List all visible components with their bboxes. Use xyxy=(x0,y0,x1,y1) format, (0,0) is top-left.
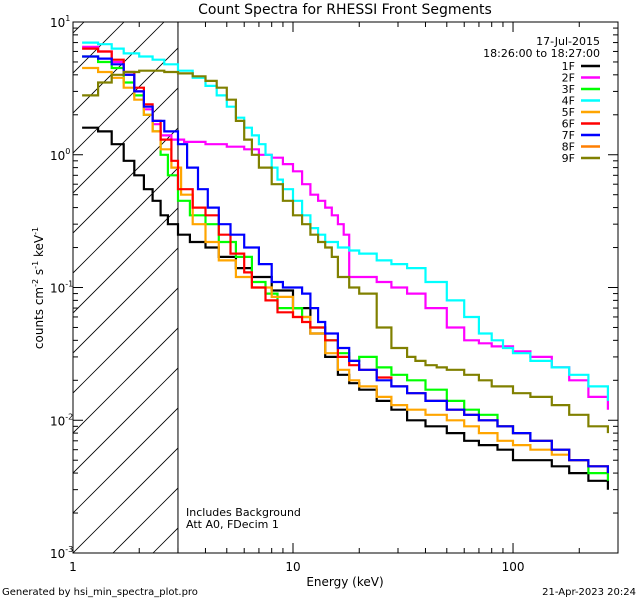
x-tick-label: 100 xyxy=(502,560,525,574)
plot-frame xyxy=(72,21,619,554)
y-tick-label: 10-2 xyxy=(50,412,73,428)
y-tick-label: 10-1 xyxy=(50,280,73,296)
legend-label-8f: 8F xyxy=(562,141,575,154)
y-tick-label: 100 xyxy=(50,147,70,163)
y-tick-label: 101 xyxy=(50,14,70,30)
series-line-2f xyxy=(82,45,609,410)
x-tick-labels: 1 10 100 xyxy=(69,560,524,574)
time-range-label: 18:26:00 to 18:27:00 xyxy=(483,47,600,60)
y-tick-labels: 101 100 10-1 10-2 10-3 xyxy=(50,14,73,561)
note-attenuator: Att A0, FDecim 1 xyxy=(186,518,279,531)
hatch-line xyxy=(73,367,178,474)
hatch-line xyxy=(73,22,85,34)
legend-label-3f: 3F xyxy=(562,83,575,96)
footer-timestamp: 21-Apr-2023 20:24 xyxy=(542,587,636,598)
y-tick-label: 10-3 xyxy=(50,545,73,561)
series-line-7f xyxy=(82,55,609,474)
date-label: 17-Jul-2015 xyxy=(536,35,600,48)
legend-label-2f: 2F xyxy=(562,72,575,85)
hatch-line xyxy=(73,247,178,354)
axis-ticks xyxy=(72,22,619,554)
attenuator-hatch-region xyxy=(0,0,178,553)
legend-label-6f: 6F xyxy=(562,118,575,131)
x-tick-label: 1 xyxy=(69,560,77,574)
hatch-line xyxy=(73,207,178,314)
legend-label-9f: 9F xyxy=(562,152,575,165)
hatch-line xyxy=(73,447,178,553)
y-axis-label: counts cm-2 s-1 keV-1 xyxy=(31,227,46,349)
hatch-line xyxy=(73,22,165,114)
footer-generated-by: Generated by hsi_min_spectra_plot.pro xyxy=(2,587,198,598)
series-line-1f xyxy=(82,126,609,490)
hatch-line xyxy=(73,167,178,274)
spectra-series xyxy=(82,41,609,490)
legend-label-1f: 1F xyxy=(562,60,575,73)
hatch-line xyxy=(73,47,178,154)
note-background: Includes Background xyxy=(186,506,301,519)
legend-label-7f: 7F xyxy=(562,129,575,142)
hatch-line xyxy=(0,0,33,553)
series-line-9f xyxy=(82,69,609,434)
series-line-6f xyxy=(82,47,609,474)
chart-title: Count Spectra for RHESSI Front Segments xyxy=(198,2,492,18)
x-tick-label: 10 xyxy=(285,560,300,574)
legend-label-5f: 5F xyxy=(562,106,575,119)
hatch-line xyxy=(73,407,178,514)
x-axis-label: Energy (keV) xyxy=(306,575,383,589)
legend-label-4f: 4F xyxy=(562,95,575,108)
